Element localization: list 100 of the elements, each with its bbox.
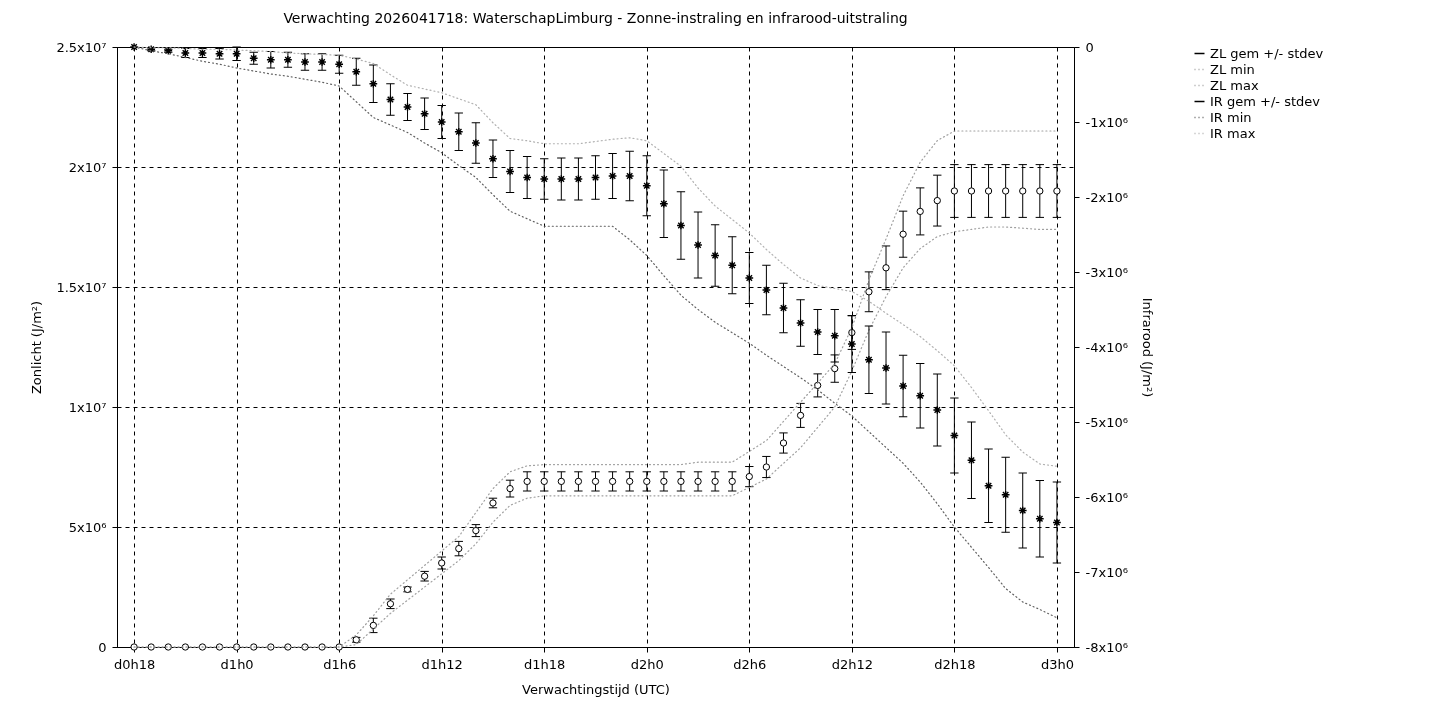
y2-tick-label: -1x10⁶ xyxy=(1085,114,1128,130)
point xyxy=(506,484,514,493)
point xyxy=(437,117,447,127)
point xyxy=(266,55,276,65)
legend-label: IR gem +/- stdev xyxy=(1210,93,1321,109)
x-tick-label: d3h0 xyxy=(1040,656,1074,672)
point xyxy=(625,171,635,181)
y-tick-label: 0 xyxy=(98,639,107,655)
x-tick-label: d1h18 xyxy=(524,656,566,672)
point xyxy=(574,477,583,486)
point xyxy=(402,102,413,112)
point xyxy=(590,172,601,183)
x-tick-label: d1h0 xyxy=(220,656,254,672)
legend-label: ZL min xyxy=(1210,61,1255,77)
point xyxy=(368,79,378,89)
point xyxy=(643,477,651,486)
point xyxy=(933,196,941,205)
point xyxy=(813,327,823,337)
point xyxy=(983,481,994,491)
point xyxy=(300,57,310,67)
x-tick-label: d2h0 xyxy=(630,656,664,672)
point xyxy=(864,355,874,365)
legend-label: ZL gem +/- stdev xyxy=(1210,45,1324,61)
point xyxy=(129,42,139,52)
y2-tick-label: -6x10⁶ xyxy=(1085,489,1128,505)
point xyxy=(1001,490,1011,500)
point xyxy=(420,109,430,119)
point xyxy=(626,477,634,486)
x-tick-label: d0h18 xyxy=(113,656,156,672)
point xyxy=(882,264,890,272)
point xyxy=(727,260,737,270)
point xyxy=(1053,187,1061,195)
point xyxy=(950,187,959,195)
point xyxy=(915,391,925,401)
point xyxy=(761,285,771,295)
y2-tick-label: -5x10⁶ xyxy=(1085,414,1128,430)
point xyxy=(454,127,464,137)
point xyxy=(865,288,873,296)
point xyxy=(881,363,891,373)
point xyxy=(283,55,293,65)
point xyxy=(984,187,993,195)
y-tick-label: 2.5x10⁷ xyxy=(56,39,107,55)
y2-tick-label: -7x10⁶ xyxy=(1085,564,1128,580)
point xyxy=(540,477,548,486)
point xyxy=(608,477,617,486)
point xyxy=(317,57,327,67)
point xyxy=(505,166,515,177)
point xyxy=(488,154,498,164)
y-axis-title: Zonlicht (J/m²) xyxy=(29,300,45,395)
line-series xyxy=(133,46,1058,467)
y-tick-label: 2x10⁷ xyxy=(68,159,107,175)
point xyxy=(796,411,805,420)
point xyxy=(556,174,566,184)
x-tick-label: d2h18 xyxy=(934,656,976,672)
point xyxy=(694,477,702,486)
point xyxy=(796,318,806,328)
point xyxy=(778,303,789,313)
point xyxy=(693,240,703,250)
point xyxy=(455,544,463,553)
legend-label: IR max xyxy=(1210,125,1256,141)
point xyxy=(642,181,652,191)
y2-tick-label: 0 xyxy=(1085,39,1094,55)
point xyxy=(966,455,977,465)
point xyxy=(608,171,618,181)
point xyxy=(916,207,924,216)
point xyxy=(471,138,481,148)
y2-axis-title: Infrarood (J/m²) xyxy=(1139,297,1155,398)
y-tick-label: 1.5x10⁷ xyxy=(56,279,107,295)
point xyxy=(899,230,907,238)
point xyxy=(967,187,976,195)
point xyxy=(660,477,668,486)
y-tick-label: 5x10⁶ xyxy=(68,519,107,535)
legend-label: IR min xyxy=(1210,109,1252,125)
y-tick-label: 1x10⁷ xyxy=(68,399,107,415)
point xyxy=(831,364,839,373)
point xyxy=(932,405,942,415)
point xyxy=(830,331,840,341)
point xyxy=(1019,187,1027,195)
point xyxy=(523,477,531,486)
point xyxy=(1036,187,1044,195)
legend-label: ZL max xyxy=(1210,77,1259,93)
point xyxy=(745,472,753,481)
y2-tick-label: -8x10⁶ xyxy=(1085,639,1128,655)
point xyxy=(744,273,754,283)
point xyxy=(847,339,857,349)
point xyxy=(659,199,669,209)
chart-title: Verwachting 2026041718: WaterschapLimburg - Zonne-instraling en infrarood-uitstraling xyxy=(283,10,908,27)
point xyxy=(1018,505,1028,516)
point xyxy=(1052,517,1062,528)
y2-tick-label: -4x10⁶ xyxy=(1085,339,1128,355)
point xyxy=(539,174,549,184)
point xyxy=(591,477,600,486)
y2-tick-label: -3x10⁶ xyxy=(1085,264,1128,280)
point xyxy=(1035,514,1045,524)
point xyxy=(762,463,771,471)
point xyxy=(710,250,720,261)
point xyxy=(557,477,565,486)
point xyxy=(779,439,788,447)
x-tick-label: d2h6 xyxy=(733,656,767,672)
point xyxy=(728,477,736,486)
